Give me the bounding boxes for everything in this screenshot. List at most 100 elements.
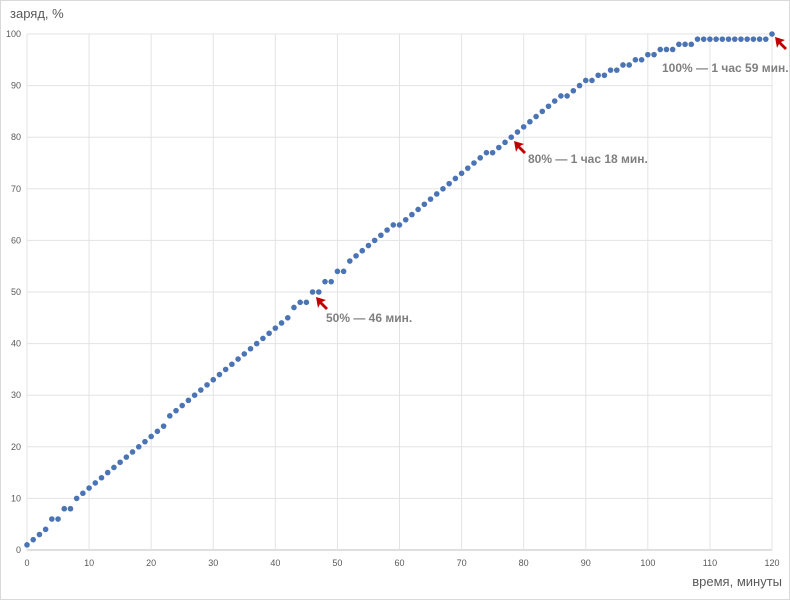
point — [551, 98, 558, 104]
point — [390, 222, 397, 228]
point — [527, 118, 533, 125]
point — [42, 526, 49, 533]
x-tick-label: 110 — [703, 558, 717, 568]
point — [458, 170, 465, 177]
point — [520, 124, 527, 130]
point — [278, 320, 285, 326]
point — [744, 36, 750, 42]
point — [762, 36, 769, 42]
point — [291, 304, 297, 311]
arrows — [316, 37, 787, 310]
point — [55, 516, 61, 522]
point — [576, 82, 583, 89]
x-tick-label: 20 — [146, 558, 156, 568]
point — [409, 211, 415, 218]
point — [415, 206, 421, 213]
point — [471, 160, 477, 166]
point — [98, 474, 105, 481]
point — [657, 46, 664, 53]
point — [309, 289, 316, 295]
point — [129, 449, 136, 455]
point — [67, 505, 74, 512]
point — [558, 93, 564, 99]
point — [173, 407, 179, 414]
x-tick-label: 10 — [84, 558, 94, 568]
point — [663, 46, 670, 53]
x-tick-label: 120 — [764, 558, 779, 568]
point — [365, 242, 372, 249]
annotation: 50% — 46 мин. — [326, 311, 412, 325]
x-tick-label: 70 — [457, 558, 467, 568]
point — [229, 361, 235, 368]
point — [204, 382, 210, 388]
x-axis-title: время, минуты — [692, 574, 782, 589]
point — [61, 505, 68, 512]
x-tick-label: 90 — [581, 558, 591, 568]
point — [222, 366, 229, 373]
x-tick-label: 0 — [24, 558, 29, 568]
point — [111, 464, 117, 471]
point — [303, 299, 310, 306]
point — [24, 542, 30, 548]
point — [253, 340, 260, 347]
point — [73, 495, 80, 502]
point — [359, 247, 366, 254]
points — [24, 31, 775, 548]
point — [452, 175, 459, 182]
point — [638, 57, 645, 63]
point — [340, 268, 347, 275]
point — [402, 216, 409, 223]
point — [508, 134, 515, 140]
point — [241, 351, 248, 357]
point — [216, 371, 223, 378]
point — [719, 36, 726, 42]
point — [235, 356, 241, 362]
point — [613, 67, 620, 73]
point — [756, 36, 763, 42]
point — [626, 62, 633, 68]
point — [135, 444, 142, 450]
point — [427, 196, 434, 202]
point — [92, 480, 99, 486]
point — [315, 289, 322, 295]
point — [539, 108, 546, 115]
point — [378, 232, 384, 239]
point — [582, 77, 589, 84]
point — [347, 258, 353, 264]
point — [421, 201, 428, 208]
y-tick-label: 50 — [11, 287, 21, 297]
point — [483, 149, 490, 156]
point — [86, 485, 92, 491]
y-tick-label: 90 — [11, 81, 21, 91]
point — [260, 335, 266, 342]
point — [545, 103, 552, 110]
point — [198, 387, 204, 393]
point — [669, 46, 676, 53]
point — [725, 36, 732, 42]
point — [440, 186, 446, 192]
point — [154, 428, 161, 435]
point — [123, 454, 130, 460]
point — [533, 113, 539, 120]
point — [160, 423, 167, 429]
point — [564, 93, 570, 99]
point — [570, 87, 577, 94]
y-tick-label: 20 — [11, 442, 21, 452]
y-tick-label: 70 — [11, 184, 21, 194]
point — [384, 227, 390, 233]
point — [700, 36, 707, 42]
point — [682, 41, 688, 48]
point — [645, 51, 651, 58]
point — [707, 36, 713, 42]
y-tick-label: 40 — [11, 339, 21, 349]
point — [620, 62, 626, 68]
point — [607, 67, 614, 73]
x-tick-label: 60 — [394, 558, 404, 568]
point — [750, 36, 757, 42]
x-tick-label: 50 — [332, 558, 342, 568]
point — [80, 490, 86, 497]
point — [210, 376, 217, 383]
x-tick-label: 40 — [270, 558, 280, 568]
